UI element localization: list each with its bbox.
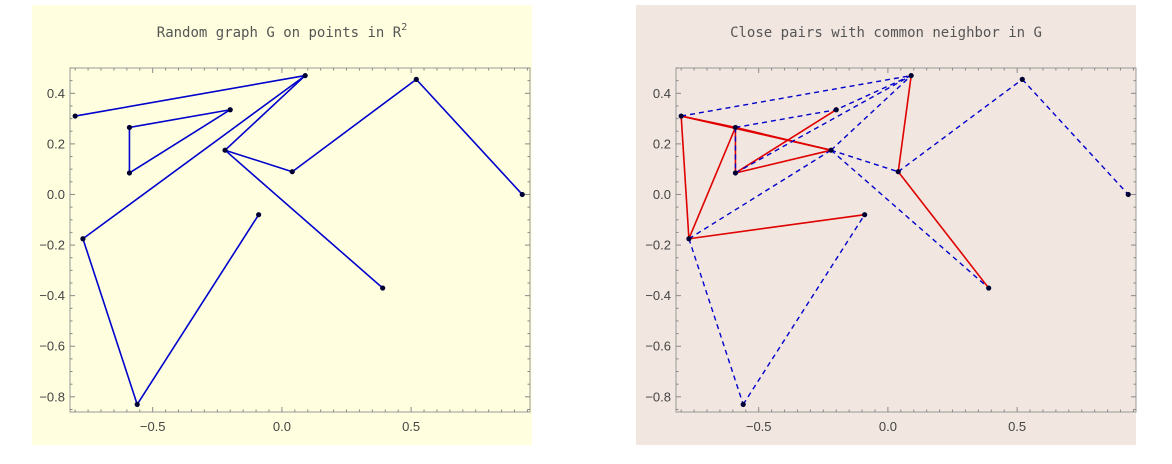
chart-title-text: Close pairs with common neighbor in G	[730, 25, 1042, 41]
graph-vertex	[686, 236, 692, 242]
chart-background	[32, 5, 532, 445]
solid-edge	[129, 108, 231, 129]
solid-edge	[897, 75, 912, 172]
graph-vertex	[413, 76, 419, 82]
y-tick-label: 0.4	[653, 86, 671, 101]
y-tick-label: 0.0	[47, 187, 65, 202]
y-tick-label: 0.4	[47, 86, 65, 101]
solid-edge	[735, 149, 832, 174]
graph-vertex	[986, 285, 992, 291]
solid-edge	[735, 126, 832, 151]
y-tick-label: 0.2	[47, 136, 65, 151]
graph-vertex	[1019, 76, 1025, 82]
graph-vertex	[1125, 191, 1131, 198]
x-tick-label: 0.0	[273, 419, 291, 434]
dashed-edge	[681, 74, 912, 117]
dashed-edge	[688, 149, 832, 240]
graph-vertex	[828, 147, 834, 153]
x-tick-label: −0.5	[140, 419, 166, 434]
graph-vertex	[222, 147, 228, 153]
solid-edge	[224, 75, 306, 151]
dashed-edge	[1021, 78, 1129, 195]
dashed-edge	[830, 149, 899, 173]
graph-vertex	[380, 285, 386, 291]
x-tick-label: −0.5	[746, 419, 772, 434]
y-tick-label: −0.4	[645, 288, 671, 303]
chart-title-text: Random graph G on points in R	[157, 25, 402, 41]
solid-edge	[680, 116, 690, 239]
graph-vertex	[72, 113, 78, 119]
solid-edge	[75, 74, 306, 117]
solid-edge	[897, 171, 990, 289]
chart-background	[636, 5, 1136, 445]
graph-vertex	[908, 72, 914, 79]
solid-edge	[415, 78, 523, 196]
plot-frame	[69, 67, 531, 413]
plot-frame	[675, 67, 1137, 413]
solid-edge	[735, 109, 837, 174]
solid-edge	[136, 214, 260, 405]
dashed-edge	[835, 74, 912, 111]
graph-vertex	[126, 170, 133, 176]
graph-vertex	[519, 191, 525, 198]
dashed-edge	[735, 74, 912, 174]
y-tick-label: −0.2	[39, 238, 65, 253]
dashed-edge	[688, 238, 744, 405]
graph-vertex	[732, 170, 739, 176]
y-tick-label: −0.2	[645, 238, 671, 253]
y-tick-label: −0.6	[39, 339, 65, 354]
y-tick-label: −0.4	[39, 288, 65, 303]
y-tick-label: 0.2	[653, 136, 671, 151]
graph-vertex	[134, 401, 140, 408]
chart-title-superscript: 2	[401, 22, 407, 33]
x-tick-label: 0.5	[1008, 419, 1026, 434]
graph-vertex	[80, 236, 86, 242]
graph-vertex	[732, 124, 739, 131]
y-tick-label: −0.8	[645, 389, 671, 404]
graph-vertex	[833, 107, 839, 113]
y-tick-label: −0.8	[39, 389, 65, 404]
graph-vertex	[256, 212, 262, 218]
solid-edge	[82, 74, 306, 240]
dashed-edge	[742, 214, 866, 405]
dashed-edge	[897, 78, 1023, 173]
solid-edge	[82, 238, 138, 405]
y-tick-label: 0.0	[653, 187, 671, 202]
graph-vertex	[126, 124, 133, 131]
solid-edge	[291, 78, 417, 173]
y-tick-label: −0.6	[645, 339, 671, 354]
graph-vertex	[862, 212, 868, 218]
solid-edge	[224, 149, 384, 289]
graph-vertex	[289, 169, 295, 175]
solid-edge	[688, 127, 737, 240]
dashed-edge	[830, 149, 990, 289]
graph-vertex	[227, 107, 233, 113]
graph-vertex	[895, 169, 901, 175]
solid-edge	[688, 213, 865, 240]
solid-edge	[224, 149, 293, 173]
graph-vertex	[678, 113, 684, 119]
chart-title: Random graph G on points in R2	[157, 22, 407, 41]
chart-title: Close pairs with common neighbor in G	[730, 25, 1042, 41]
left-chart-panel: Random graph G on points in R2 −0.5 0.0 0.5…	[32, 5, 532, 445]
x-tick-label: 0.5	[402, 419, 420, 434]
solid-edge	[129, 109, 231, 174]
dashed-edge	[735, 109, 837, 129]
right-chart-panel: Close pairs with common neighbor in G −0.…	[636, 5, 1137, 445]
graph-vertex	[740, 401, 746, 408]
graph-vertex	[302, 72, 308, 79]
dashed-edge	[830, 75, 912, 151]
x-tick-label: 0.0	[879, 419, 897, 434]
